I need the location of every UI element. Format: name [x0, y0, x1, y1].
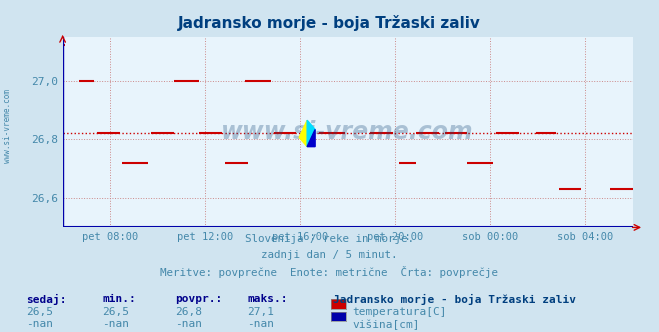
Polygon shape: [307, 129, 315, 147]
Text: maks.:: maks.:: [247, 294, 287, 304]
Text: Jadransko morje - boja Tržaski zaliv: Jadransko morje - boja Tržaski zaliv: [333, 294, 576, 305]
Text: -nan: -nan: [247, 319, 274, 329]
Text: www.si-vreme.com: www.si-vreme.com: [3, 89, 13, 163]
Text: 27,1: 27,1: [247, 307, 274, 317]
Text: -nan: -nan: [26, 319, 53, 329]
Text: -nan: -nan: [175, 319, 202, 329]
Text: 26,8: 26,8: [175, 307, 202, 317]
Text: min.:: min.:: [102, 294, 136, 304]
Text: temperatura[C]: temperatura[C]: [353, 307, 447, 317]
Text: -nan: -nan: [102, 319, 129, 329]
Text: Slovenija / reke in morje.: Slovenija / reke in morje.: [245, 234, 414, 244]
Text: Meritve: povprečne  Enote: metrične  Črta: povprečje: Meritve: povprečne Enote: metrične Črta:…: [161, 266, 498, 278]
Text: www.si-vreme.com: www.si-vreme.com: [221, 120, 474, 144]
Text: povpr.:: povpr.:: [175, 294, 222, 304]
Text: zadnji dan / 5 minut.: zadnji dan / 5 minut.: [261, 250, 398, 260]
Text: sedaj:: sedaj:: [26, 294, 67, 305]
Text: 26,5: 26,5: [102, 307, 129, 317]
Text: Jadransko morje - boja Tržaski zaliv: Jadransko morje - boja Tržaski zaliv: [178, 15, 481, 31]
Text: višina[cm]: višina[cm]: [353, 319, 420, 330]
Text: 26,5: 26,5: [26, 307, 53, 317]
Polygon shape: [299, 120, 307, 147]
Polygon shape: [307, 120, 315, 147]
